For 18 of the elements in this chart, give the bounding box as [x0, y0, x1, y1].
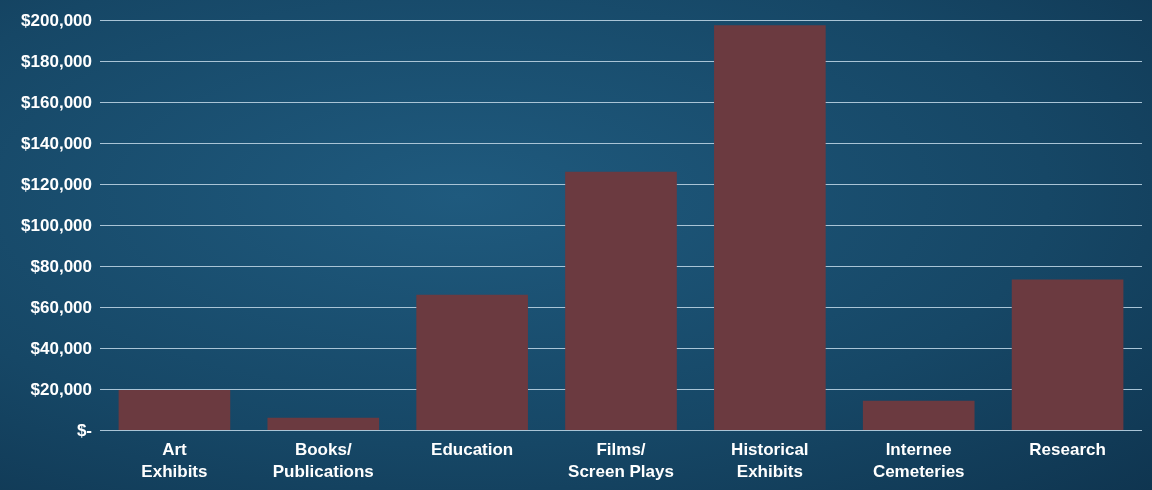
y-tick-label: $20,000	[30, 379, 92, 399]
x-tick-label: Education	[431, 439, 514, 459]
x-tick-label: Historical Exhibits	[731, 439, 809, 481]
y-tick-label: $160,000	[21, 92, 92, 112]
y-tick-label: $-	[76, 420, 92, 440]
y-tick-label: $80,000	[30, 256, 92, 276]
y-tick-label: $60,000	[30, 297, 92, 317]
x-tick-label: Internee Cemeteries	[872, 439, 965, 481]
x-tick-label: Art Exhibits	[141, 439, 208, 481]
y-tick-label: $100,000	[21, 215, 92, 235]
y-tick-label: $140,000	[21, 133, 92, 153]
y-tick-label: $180,000	[21, 51, 92, 71]
x-tick-label: Books/ Publications	[272, 439, 374, 481]
y-tick-label: $200,000	[21, 10, 92, 30]
x-tick-label: Research	[1029, 439, 1106, 459]
x-tick-label: Films/ Screen Plays	[568, 439, 674, 481]
y-tick-label: $40,000	[30, 338, 92, 358]
y-tick-label: $120,000	[21, 174, 92, 194]
